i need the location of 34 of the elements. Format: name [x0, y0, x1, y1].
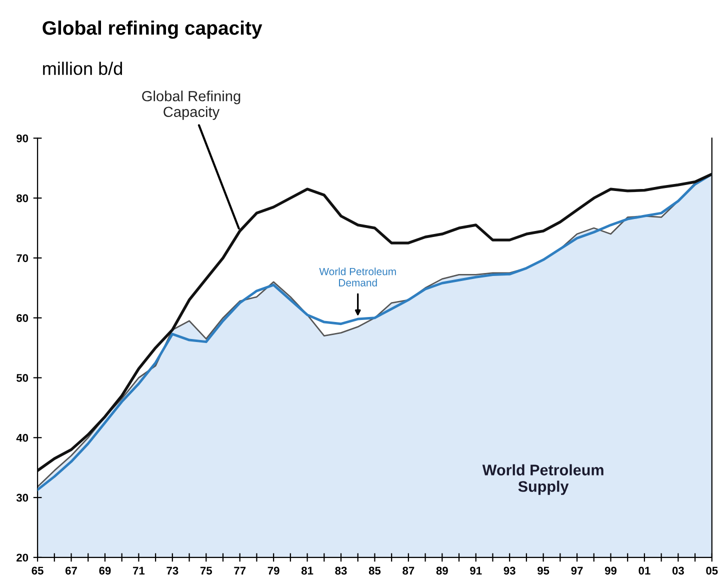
- x-tick-label: 87: [402, 566, 414, 575]
- x-tick-label: 65: [32, 566, 44, 575]
- x-tick-label: 97: [571, 566, 583, 575]
- x-tick-label: 75: [200, 566, 212, 575]
- x-tick-label: 85: [368, 566, 381, 575]
- y-tick-label: 60: [16, 314, 28, 322]
- y-tick-label: 30: [16, 494, 28, 502]
- x-tick-label: 73: [166, 566, 178, 575]
- series-label: World Petroleum Demand: [319, 268, 396, 286]
- x-tick-label: 01: [638, 566, 650, 575]
- series-label: World Petroleum Supply: [482, 464, 604, 495]
- x-tick-label: 81: [301, 566, 314, 575]
- chart-subtitle: million b/d: [43, 62, 122, 75]
- x-tick-label: 77: [234, 566, 246, 575]
- x-tick-label: 91: [470, 566, 482, 575]
- x-tick-label: 71: [132, 566, 145, 575]
- x-tick-label: 69: [99, 566, 111, 575]
- x-tick-label: 03: [672, 566, 684, 575]
- text: Global Refining Capacity: [142, 90, 240, 120]
- y-tick-label: 70: [16, 254, 28, 262]
- chart-title: Global refining capacity: [42, 20, 262, 39]
- x-tick-label: 93: [504, 566, 516, 575]
- x-tick-label: 05: [706, 566, 718, 575]
- y-tick-label: 80: [16, 194, 28, 202]
- x-tick-label: 83: [335, 566, 347, 575]
- x-tick-label: 99: [604, 566, 617, 575]
- y-tick-label: 40: [16, 434, 28, 442]
- x-tick-label: 67: [65, 566, 77, 575]
- x-tick-label: 95: [538, 566, 550, 575]
- y-tick-label: 20: [16, 554, 28, 562]
- y-tick-label: 90: [16, 134, 28, 142]
- x-tick-label: 79: [268, 566, 280, 575]
- x-tick-label: 89: [436, 566, 448, 575]
- y-tick-label: 50: [16, 374, 28, 382]
